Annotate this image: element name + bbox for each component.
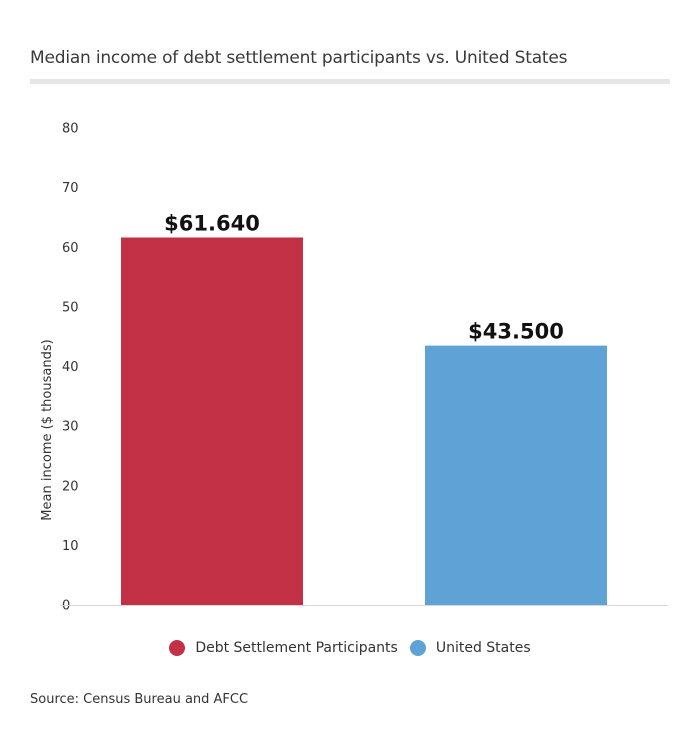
source-note: Source: Census Bureau and AFCC xyxy=(30,692,249,707)
y-tick-label-50: 50 xyxy=(62,300,79,315)
legend-swatch-united-states xyxy=(409,640,426,656)
y-tick-label-10: 10 xyxy=(62,539,79,554)
bar-data-label-0: $61.640 xyxy=(164,211,260,235)
y-tick-label-60: 60 xyxy=(62,241,79,256)
legend-label-debt-settlement: Debt Settlement Participants xyxy=(195,640,398,656)
legend-item-debt-settlement: Debt Settlement Participants xyxy=(169,640,398,656)
legend-swatch-debt-settlement xyxy=(169,640,186,656)
bar-data-label-1: $43.500 xyxy=(468,320,564,344)
y-axis-label: Mean income ($ thousands) xyxy=(40,339,55,520)
title-divider xyxy=(30,79,670,84)
y-tick-label-80: 80 xyxy=(62,122,79,137)
y-tick-label-20: 20 xyxy=(62,479,79,494)
legend-item-united-states: United States xyxy=(409,640,531,656)
y-tick-label-70: 70 xyxy=(62,181,79,196)
legend-label-united-states: United States xyxy=(435,640,531,656)
y-tick-label-40: 40 xyxy=(62,360,79,375)
chart-title: Median income of debt settlement partici… xyxy=(30,48,568,68)
bar-1 xyxy=(425,345,607,605)
y-tick-label-30: 30 xyxy=(62,420,79,435)
chart-legend: Debt Settlement Participants United Stat… xyxy=(0,640,700,656)
bar-0 xyxy=(121,237,303,605)
